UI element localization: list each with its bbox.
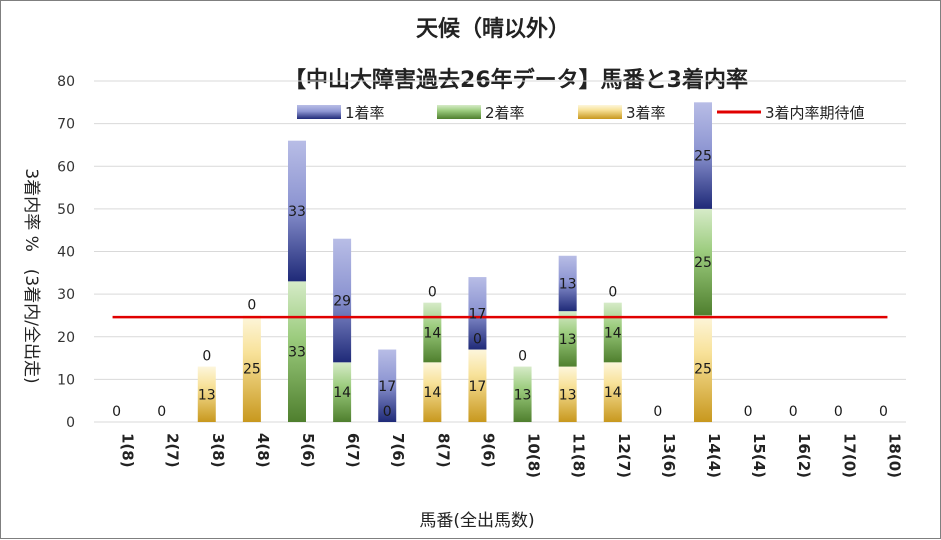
data-label: 0 — [789, 404, 798, 420]
y-tick-label: 10 — [57, 372, 75, 388]
x-tick-label: 10(8) — [525, 433, 543, 478]
data-label: 33 — [288, 345, 306, 361]
bar-segment — [558, 255, 577, 312]
x-tick-label: 5(6) — [299, 433, 317, 468]
data-label: 25 — [694, 149, 712, 165]
bar-segment — [423, 362, 442, 422]
data-label: 0 — [428, 285, 437, 301]
bar-segment — [558, 366, 577, 422]
y-axis-ticks: 0 10 20 30 40 50 60 70 80 — [57, 74, 75, 431]
bar-segment — [197, 366, 216, 422]
data-label: 14 — [423, 385, 441, 401]
legend-label-2nd: 2着率 — [485, 104, 525, 122]
data-label: 25 — [694, 255, 712, 271]
data-label: 0 — [473, 332, 482, 348]
data-label: 17 — [378, 379, 396, 395]
bar-segment — [242, 315, 261, 422]
x-tick-label: 17(0) — [840, 433, 858, 478]
data-label: 13 — [559, 276, 577, 292]
y-tick-label: 0 — [66, 415, 75, 431]
chart-title-line1: 天候（晴以外） — [416, 16, 570, 42]
bar-segment — [513, 366, 532, 422]
data-label: 17 — [469, 379, 487, 395]
data-label: 29 — [333, 294, 351, 310]
bar-segment — [378, 349, 397, 422]
bar-segment — [468, 349, 487, 422]
x-tick-label: 16(2) — [795, 433, 813, 478]
x-tick-label: 12(7) — [615, 433, 633, 478]
x-tick-label: 13(6) — [660, 433, 678, 478]
data-label: 25 — [243, 362, 261, 378]
x-tick-label: 18(0) — [885, 433, 903, 478]
data-label: 13 — [514, 387, 532, 403]
legend-swatch-3rd — [578, 105, 622, 119]
x-tick-label: 9(6) — [479, 433, 497, 468]
y-tick-label: 50 — [57, 202, 75, 218]
bar-segment — [694, 102, 712, 209]
y-tick-label: 30 — [57, 287, 75, 303]
bar-segment — [694, 315, 712, 422]
bar-segment — [333, 362, 352, 422]
x-tick-label: 14(4) — [705, 433, 723, 478]
bar-segment — [603, 362, 622, 422]
data-label: 0 — [157, 404, 166, 420]
x-tick-label: 15(4) — [750, 433, 768, 478]
data-label: 14 — [423, 325, 441, 341]
data-label: 0 — [202, 349, 211, 365]
x-tick-label: 7(6) — [389, 433, 407, 468]
data-label: 13 — [198, 387, 216, 403]
legend-swatch-1st — [297, 105, 341, 119]
data-labels: 0 0 13 0 25 0 33 33 14 29 0 17 14 14 0 17 0 17 13 0 13 13 13 14… — [112, 149, 888, 420]
x-tick-label: 6(7) — [344, 433, 362, 468]
legend-label-expected-line: 3着内率期待値 — [765, 104, 865, 122]
x-tick-label: 4(8) — [254, 433, 272, 468]
x-tick-label: 1(8) — [119, 433, 137, 468]
data-label: 25 — [694, 362, 712, 378]
data-label: 0 — [834, 404, 843, 420]
x-tick-label: 2(7) — [164, 433, 182, 468]
x-axis-categories: 1(8) 2(7) 3(8) 4(8) 5(6) 6(7) 7(6) 8(7) 9(6) 10(8… — [119, 433, 904, 478]
data-label: 14 — [333, 385, 351, 401]
bars — [197, 102, 712, 422]
bar-segment — [288, 140, 306, 282]
bar-segment — [333, 238, 352, 363]
y-tick-label: 40 — [57, 245, 75, 261]
y-tick-label: 20 — [57, 330, 75, 346]
bar-segment — [468, 277, 487, 350]
bar-segment — [558, 311, 577, 367]
data-label: 0 — [383, 404, 392, 420]
legend-label-3rd: 3着率 — [626, 104, 666, 122]
chart-title-line2: 【中山大障害過去26年データ】馬番と3着内率 — [284, 67, 748, 93]
legend-label-1st: 1着率 — [345, 104, 385, 122]
data-label: 0 — [879, 404, 888, 420]
data-label: 0 — [247, 297, 256, 313]
x-axis-title: 馬番(全出馬数) — [419, 511, 534, 531]
legend-swatch-2nd — [437, 105, 481, 119]
data-label: 0 — [744, 404, 753, 420]
x-tick-label: 3(8) — [209, 433, 227, 468]
data-label: 0 — [112, 404, 121, 420]
data-label: 13 — [559, 387, 577, 403]
x-tick-label: 11(8) — [570, 433, 588, 478]
y-tick-label: 80 — [57, 74, 75, 90]
data-label: 0 — [608, 285, 617, 301]
data-label: 14 — [604, 325, 622, 341]
gridlines — [94, 80, 906, 423]
bar-segment — [694, 208, 712, 316]
data-label: 17 — [469, 306, 487, 322]
legend: 1着率 2着率 3着率 3着内率期待値 — [297, 104, 865, 122]
y-tick-label: 70 — [57, 117, 75, 133]
y-axis-title: 3着内率 % (3着内/全出走) — [21, 168, 41, 383]
data-label: 14 — [604, 385, 622, 401]
y-tick-label: 60 — [57, 159, 75, 175]
data-label: 0 — [653, 404, 662, 420]
data-label: 33 — [288, 204, 306, 220]
data-label: 0 — [518, 349, 527, 365]
x-tick-label: 8(7) — [434, 433, 452, 468]
data-label: 13 — [559, 332, 577, 348]
